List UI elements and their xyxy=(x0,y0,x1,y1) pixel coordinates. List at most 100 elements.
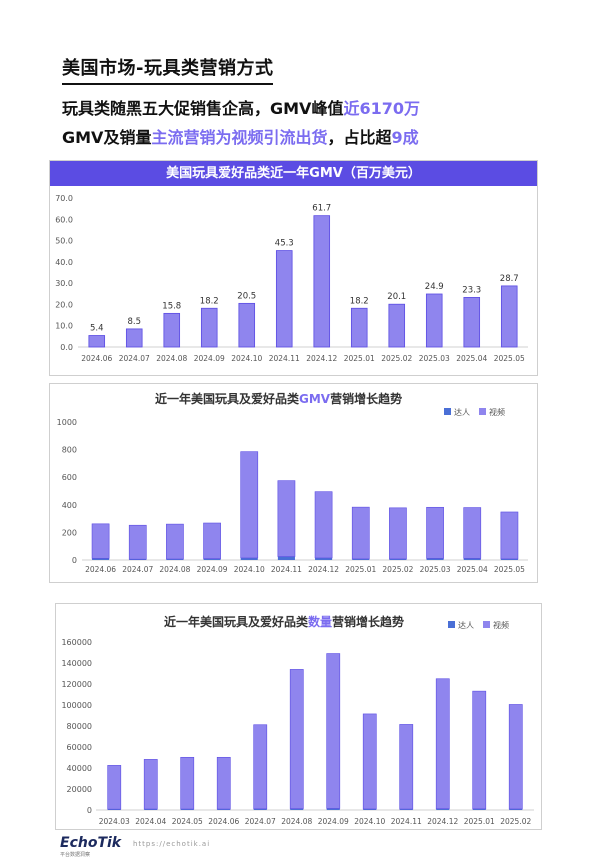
bar-segment-creator xyxy=(92,558,110,560)
bar-segment-video xyxy=(351,506,370,560)
headline-1-highlight: 近6170万 xyxy=(343,99,420,118)
y-tick-label: 60000 xyxy=(67,743,92,752)
bar-segment-video xyxy=(203,522,221,559)
bar-segment-video xyxy=(389,507,407,560)
y-tick-label: 0 xyxy=(72,556,77,565)
bar-segment-creator xyxy=(277,556,295,560)
x-tick-label: 2024.09 xyxy=(318,817,349,826)
bar-segment-creator xyxy=(203,558,221,560)
y-tick-label: 50.0 xyxy=(55,237,73,246)
y-tick-label: 1000 xyxy=(57,418,77,427)
y-tick-label: 20.0 xyxy=(55,300,73,309)
y-tick-label: 400 xyxy=(62,501,77,510)
bar-segment-video xyxy=(472,690,487,810)
x-tick-label: 2024.11 xyxy=(271,565,302,574)
bar-segment-creator xyxy=(389,558,407,560)
y-tick-label: 0 xyxy=(87,806,92,815)
legend-swatch xyxy=(483,621,490,628)
chart-title-post: 营销增长趋势 xyxy=(332,614,404,629)
bar xyxy=(275,250,293,348)
data-label: 8.5 xyxy=(127,317,141,327)
y-tick-label: 100000 xyxy=(61,701,92,710)
y-tick-label: 10.0 xyxy=(55,322,73,331)
headline-line-1: 玩具类随黑五大促销售企高，GMV峰值近6170万 xyxy=(62,95,420,119)
headline-2-highlight-2: 9成 xyxy=(391,128,419,147)
bar-segment-creator xyxy=(144,809,158,810)
bar-segment-video xyxy=(143,759,158,810)
bar-segment-video xyxy=(314,491,333,559)
chart-title-highlight: 数量 xyxy=(308,614,332,629)
bar-segment-video xyxy=(166,523,184,560)
quantity-marketing-chart-panel: 近一年美国玩具及爱好品类数量营销增长趋势 0 20000 40000 60000 8000… xyxy=(55,603,542,830)
bar-segment-video xyxy=(399,724,414,810)
bar-segment-video xyxy=(362,713,377,810)
gmv-marketing-chart-panel: 近一年美国玩具及爱好品类GMV营销增长趋势 0 200 400 600 800 1000 20… xyxy=(49,383,538,583)
bar-segment-video xyxy=(463,507,482,559)
bar-segment-video xyxy=(326,653,341,809)
data-label: 18.2 xyxy=(350,296,369,306)
headline-1-text: 玩具类随黑五大促销售企高，GMV峰值 xyxy=(62,99,344,118)
x-tick-label: 2025.02 xyxy=(381,354,412,363)
bar xyxy=(463,297,481,348)
y-tick-label: 600 xyxy=(62,473,77,482)
gmv-chart-title: 美国玩具爱好品类近一年GMV（百万美元） xyxy=(50,161,537,186)
chart-title: 近一年美国玩具及爱好品类GMV营销增长趋势 xyxy=(155,391,402,406)
x-tick-label: 2024.10 xyxy=(354,817,385,826)
bar-segment-video xyxy=(500,511,519,560)
gmv-bar-chart: 0.0 10.0 20.0 30.0 40.0 50.0 60.0 70.0 5.4 2024.0… xyxy=(55,194,528,363)
bar-segment-creator xyxy=(472,808,486,810)
bar-segment-creator xyxy=(436,808,450,810)
x-tick-label: 2024.11 xyxy=(391,817,422,826)
bar-segment-creator xyxy=(500,558,518,560)
gmv-marketing-stacked-chart: 近一年美国玩具及爱好品类GMV营销增长趋势 0 200 400 600 800 1000 20… xyxy=(57,391,528,574)
x-tick-label: 2024.08 xyxy=(159,565,190,574)
chart-title-pre: 近一年美国玩具及爱好品类 xyxy=(164,614,309,629)
bar-segment-creator xyxy=(129,559,147,560)
bar xyxy=(163,312,181,348)
x-tick-label: 2024.10 xyxy=(234,565,265,574)
headline-2-mid: ，占比超 xyxy=(327,128,392,147)
y-tick-label: 40.0 xyxy=(55,258,73,267)
bar-segment-creator xyxy=(240,557,258,560)
x-tick-label: 2024.08 xyxy=(281,817,312,826)
data-label: 5.4 xyxy=(90,324,104,334)
x-tick-label: 2024.07 xyxy=(122,565,153,574)
y-tick-label: 200 xyxy=(62,528,77,537)
legend-swatch xyxy=(444,408,451,415)
bar-segment-video xyxy=(289,669,304,809)
x-tick-label: 2025.01 xyxy=(345,565,376,574)
legend-swatch xyxy=(479,408,486,415)
bar-segment-video xyxy=(508,704,523,810)
bar-segment-video xyxy=(107,765,122,810)
bar-segment-creator xyxy=(352,558,370,560)
chart-title-post: 营销增长趋势 xyxy=(330,391,402,406)
bar xyxy=(500,285,518,348)
bar-segment-creator xyxy=(166,559,184,560)
y-tick-label: 70.0 xyxy=(55,194,73,203)
y-tick-label: 160000 xyxy=(61,638,92,647)
x-tick-label: 2024.09 xyxy=(194,354,225,363)
x-tick-label: 2024.07 xyxy=(245,817,276,826)
headline-2-text: GMV及销量 xyxy=(62,128,152,147)
bar-segment-creator xyxy=(326,808,340,810)
bar-segment-video xyxy=(128,524,147,560)
y-tick-label: 80000 xyxy=(67,722,92,731)
bar-segment-video xyxy=(180,756,195,810)
bar xyxy=(313,215,331,348)
bar-segment-video xyxy=(240,451,259,559)
headline-line-2: GMV及销量主流营销为视频引流出货，占比超9成 xyxy=(62,124,419,148)
y-tick-label: 30.0 xyxy=(55,279,73,288)
bar-segment-video xyxy=(216,756,231,810)
bar-segment-creator xyxy=(253,808,267,810)
y-tick-label: 0.0 xyxy=(60,343,73,352)
echotik-logo-text: EchoTik xyxy=(60,835,122,851)
y-tick-label: 60.0 xyxy=(55,215,73,224)
y-tick-label: 20000 xyxy=(67,785,92,794)
x-tick-label: 2024.04 xyxy=(135,817,166,826)
x-tick-label: 2024.06 xyxy=(85,565,116,574)
bar xyxy=(350,307,368,348)
echotik-logo-sub: 平台数据洞察 xyxy=(60,852,91,858)
bar-segment-creator xyxy=(107,809,121,810)
bar-segment-video xyxy=(277,480,296,557)
y-tick-label: 800 xyxy=(62,446,77,455)
